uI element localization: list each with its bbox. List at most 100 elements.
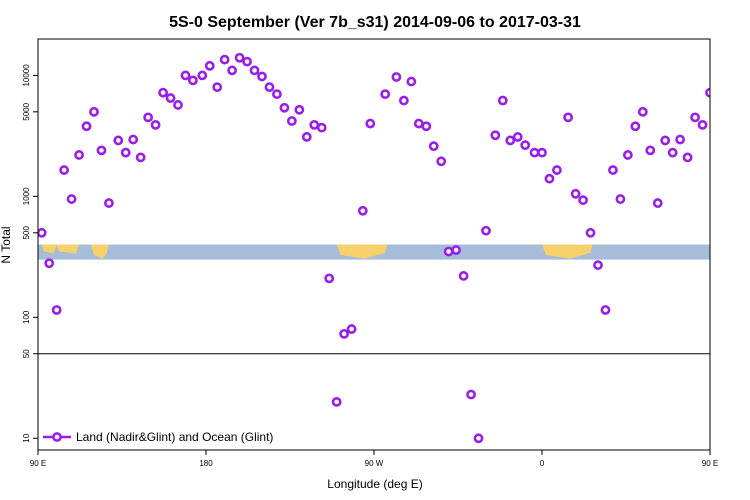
data-point <box>391 72 402 82</box>
y-axis: 10 50 100 500 1000 5000 10000 <box>22 64 38 443</box>
data-point <box>339 328 350 339</box>
data-point <box>578 195 588 206</box>
y-tick-label: 100 <box>22 310 31 324</box>
data-point <box>608 165 618 175</box>
data-point <box>301 132 312 142</box>
data-point <box>593 260 603 271</box>
data-point <box>529 147 540 158</box>
data-point <box>697 119 708 130</box>
data-point <box>219 54 230 65</box>
data-point <box>690 112 700 123</box>
data-point <box>249 65 260 76</box>
data-point <box>398 95 409 106</box>
data-point <box>570 188 581 199</box>
data-point <box>197 70 208 81</box>
y-tick-label: 10 <box>22 433 31 442</box>
data-point <box>512 132 523 142</box>
x-axis: 90 E 180 90 W 0 90 E <box>30 450 718 468</box>
data-point <box>563 112 574 123</box>
data-point <box>66 194 77 204</box>
data-point <box>473 433 484 444</box>
data-point <box>552 165 562 175</box>
data-point <box>630 121 641 132</box>
land-africa-europe <box>542 244 593 259</box>
y-tick-label: 1000 <box>22 187 31 205</box>
data-point <box>104 198 114 208</box>
data-point <box>51 305 62 315</box>
data-point <box>309 119 320 130</box>
data-point <box>497 95 508 106</box>
data-point <box>331 396 342 407</box>
x-axis-label: Longitude (deg E) <box>327 477 422 491</box>
data-point <box>180 70 191 81</box>
data-point <box>505 135 516 146</box>
y-axis-label: N Total <box>0 226 13 263</box>
data-point <box>150 119 161 130</box>
data-point <box>113 135 124 146</box>
data-point <box>96 145 107 156</box>
data-point <box>59 165 70 175</box>
legend-marker <box>52 432 62 442</box>
x-tick-label: 90 E <box>702 459 718 468</box>
data-point <box>667 147 678 158</box>
x-tick-label: 0 <box>540 459 545 468</box>
data-point <box>406 76 417 87</box>
data-point <box>38 227 47 238</box>
data-point <box>294 104 305 115</box>
data-point <box>143 112 154 123</box>
data-point <box>645 145 656 156</box>
data-points <box>38 52 710 444</box>
data-point <box>652 198 663 208</box>
map-strip <box>38 244 750 260</box>
data-point <box>227 65 238 76</box>
data-point <box>490 130 501 141</box>
data-point <box>346 324 357 334</box>
land-indonesia <box>56 244 80 254</box>
data-point <box>466 389 476 400</box>
data-point <box>316 122 327 133</box>
data-point <box>428 141 439 152</box>
data-point <box>380 89 391 100</box>
data-point <box>705 87 710 98</box>
data-point <box>81 121 92 132</box>
data-point <box>458 271 469 281</box>
data-point <box>615 194 626 204</box>
data-point <box>413 118 424 129</box>
data-point <box>682 152 693 163</box>
y-tick-label: 10000 <box>22 64 31 87</box>
land-asia <box>41 244 57 254</box>
data-point <box>481 225 491 236</box>
land-indonesia-repeat <box>732 245 750 254</box>
data-point <box>544 173 555 184</box>
data-point <box>637 106 648 117</box>
data-point <box>436 156 447 167</box>
data-point <box>165 93 176 103</box>
y-tick-label: 500 <box>22 226 31 240</box>
x-tick-label: 90 E <box>30 459 46 468</box>
data-point <box>286 116 297 126</box>
data-point <box>421 121 432 132</box>
data-point <box>204 60 215 71</box>
data-point <box>585 227 596 238</box>
land-australia <box>90 244 109 259</box>
data-point <box>44 258 55 269</box>
data-point <box>264 82 275 93</box>
y-tick-label: 5000 <box>22 102 31 120</box>
data-point <box>272 89 282 100</box>
data-point <box>600 305 611 315</box>
data-point <box>158 87 168 98</box>
data-point <box>443 246 454 257</box>
data-point <box>365 118 376 129</box>
data-point <box>74 150 84 160</box>
data-point <box>257 71 267 82</box>
data-point <box>120 147 131 158</box>
x-tick-label: 180 <box>199 459 213 468</box>
data-point <box>135 152 146 163</box>
data-point <box>622 150 633 160</box>
data-point <box>128 134 139 145</box>
data-point <box>188 75 198 86</box>
data-point <box>242 56 252 67</box>
data-point <box>660 135 671 146</box>
data-point <box>357 205 368 216</box>
